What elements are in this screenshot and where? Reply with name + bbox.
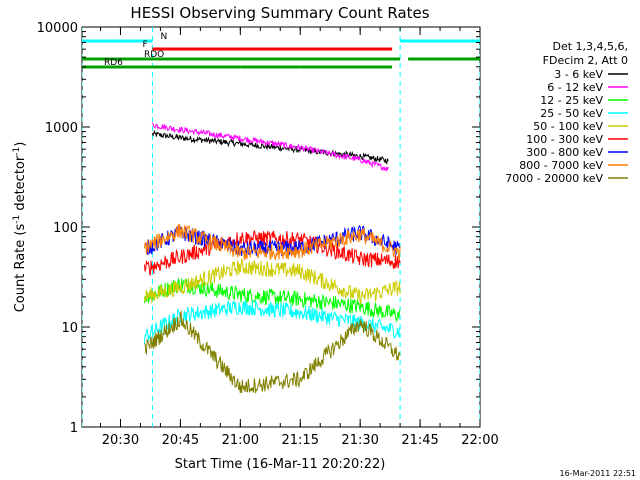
legend-entry-label: 50 - 100 keV [533, 120, 603, 133]
series-line-6 [143, 230, 401, 276]
legend-entry-label: 25 - 50 keV [540, 107, 603, 120]
series-line-8 [143, 224, 401, 261]
y-axis-label-mid: detector [13, 155, 28, 215]
y-tick-label: 10000 [37, 21, 78, 36]
series-line-4 [143, 299, 401, 344]
legend-header-line: Det 1,3,4,5,6, [552, 40, 628, 53]
x-tick-label: 21:15 [282, 433, 319, 448]
legend-entry-label: 12 - 25 keV [540, 94, 603, 107]
y-axis-label-sup1: -1 [12, 215, 22, 224]
legend-header-line: FDecim 2, Att 0 [543, 54, 628, 67]
series-line-3 [143, 277, 401, 323]
y-tick-label: 1000 [45, 121, 78, 136]
flag-label-rdo: RDO [144, 50, 164, 60]
footer-timestamp: 16-Mar-2011 22:51 [560, 469, 637, 478]
y-axis-label-end: ) [13, 142, 28, 147]
x-tick-label: 22:00 [461, 433, 498, 448]
plot-area [82, 27, 480, 427]
x-tick-label: 20:45 [162, 433, 199, 448]
legend-entry-label: 100 - 300 keV [526, 133, 603, 146]
series-line-9 [144, 310, 401, 394]
chart-title: HESSI Observing Summary Count Rates [130, 4, 429, 22]
x-tick-label: 20:30 [102, 433, 139, 448]
legend-entry-label: 3 - 6 keV [554, 68, 603, 81]
y-axis-label-main: Count Rate (s [13, 224, 28, 313]
x-axis-label: Start Time (16-Mar-11 20:20:22) [175, 457, 386, 472]
legend-entry-label: 7000 - 20000 keV [505, 172, 603, 185]
y-tick-label: 1 [70, 421, 78, 436]
flag-label-f: F [142, 40, 147, 50]
y-tick-label: 100 [53, 221, 78, 236]
y-axis-label: Count Rate (s-1 detector-1) [12, 142, 28, 313]
legend-entry-label: 300 - 800 keV [526, 146, 603, 159]
plot-frame [81, 26, 481, 428]
legend-entry-label: 800 - 7000 keV [519, 159, 603, 172]
axes: 20:30 20:45 21:00 21:15 21:30 21:45 22:00 1 10 10… [37, 21, 499, 448]
y-tick-label: 10 [61, 321, 78, 336]
legend: Det 1,3,4,5,6,FDecim 2, Att 03 - 6 keV6 … [505, 40, 628, 185]
series-line-5 [143, 258, 401, 305]
flag-label-rd6: RD6 [104, 58, 123, 68]
y-axis-label-sup2: -1 [12, 147, 22, 156]
x-tick-label: 21:00 [222, 433, 259, 448]
legend-entry-label: 6 - 12 keV [547, 81, 603, 94]
x-tick-label: 21:45 [401, 433, 438, 448]
flag-label-n: N [160, 32, 167, 42]
x-tick-label: 21:30 [341, 433, 378, 448]
series-line-2 [151, 122, 389, 173]
